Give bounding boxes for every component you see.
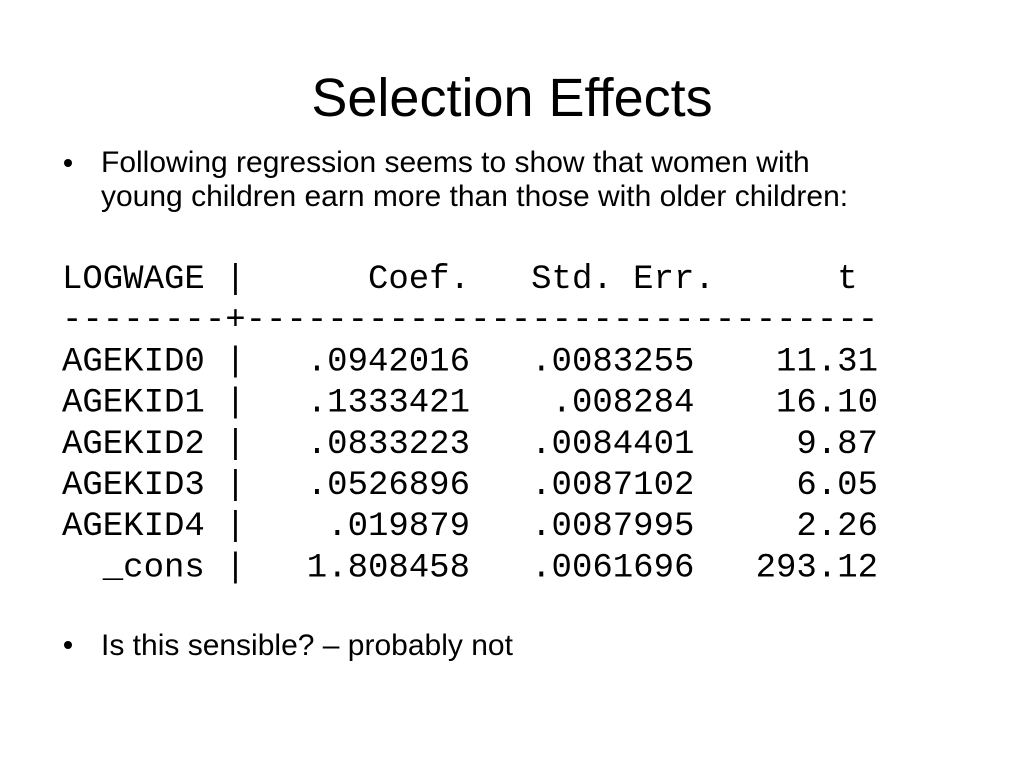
column-separator: | [225, 343, 245, 381]
row-label: AGEKID3 [62, 467, 205, 505]
table-header-cell: LOGWAGE [62, 261, 205, 299]
bullet-text: Is this sensible? – probably not [101, 629, 514, 662]
column-separator: | [225, 426, 245, 464]
row-label: AGEKID1 [62, 385, 205, 423]
table-cell: 1.808458 [307, 549, 470, 587]
column-separator: | [225, 467, 245, 505]
column-separator: | [225, 549, 245, 587]
table-cell: .0087995 [531, 508, 694, 546]
row-label: AGEKID4 [62, 508, 205, 546]
table-cell: .0833223 [307, 426, 470, 464]
table-cell: .0061696 [531, 549, 694, 587]
table-cell: 16.10 [776, 385, 878, 423]
table-cell: .0526896 [307, 467, 470, 505]
table-cell: .0942016 [307, 343, 470, 381]
table-divider: --------+------------------------------- [62, 302, 878, 340]
table-header-cell: Std. Err. [531, 261, 715, 299]
table-header-cell: Coef. [368, 261, 470, 299]
row-label: AGEKID0 [62, 343, 205, 381]
table-cell: 2.26 [796, 508, 878, 546]
table-cell: .0084401 [531, 426, 694, 464]
column-separator: | [225, 385, 245, 423]
bullet-text: Following regression seems to show that … [101, 146, 810, 179]
table-header-cell: t [837, 261, 857, 299]
row-label: AGEKID2 [62, 426, 205, 464]
table-cell: 9.87 [796, 426, 878, 464]
bullet-marker [64, 159, 72, 167]
row-label: _cons [102, 549, 205, 587]
table-cell: 11.31 [776, 343, 878, 381]
table-cell: 6.05 [796, 467, 878, 505]
table-cell: .1333421 [307, 385, 470, 423]
table-cell: 293.12 [756, 549, 878, 587]
table-cell: .0087102 [531, 467, 694, 505]
table-cell: .008284 [552, 385, 695, 423]
bullet-text: young children earn more than those with… [101, 180, 848, 213]
table-cell: .0083255 [531, 343, 694, 381]
column-separator: | [225, 261, 245, 299]
slide-title: Selection Effects [311, 68, 712, 128]
table-cell: .019879 [327, 508, 470, 546]
column-separator: | [225, 508, 245, 546]
bullet-marker [64, 641, 72, 649]
